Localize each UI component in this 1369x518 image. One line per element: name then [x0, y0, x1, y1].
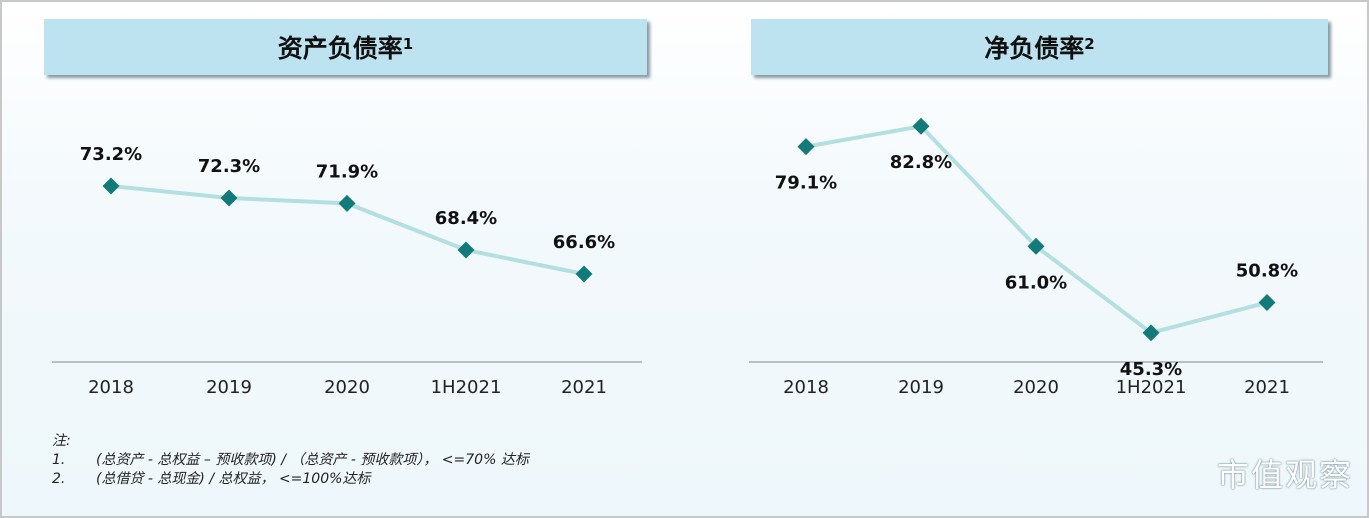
series-line — [805, 124, 1268, 335]
data-label: 66.6% — [553, 232, 615, 253]
chart-2: 79.1% 2018 82.8% 2019 61.0% 2020 45.3%1H2021 50… — [749, 117, 1323, 398]
data-label: 50.8% — [1236, 261, 1298, 282]
chart-1-title: 资产负债率 1 — [44, 19, 647, 75]
data-label: 82.8% — [890, 152, 952, 173]
x-tick-label: 2019 — [898, 377, 944, 398]
data-point-marker — [338, 194, 356, 212]
x-tick-label: 1H2021 — [431, 377, 502, 398]
data-point-marker — [102, 177, 120, 195]
data-point-marker — [912, 117, 930, 135]
data-label: 45.3% — [1120, 359, 1182, 380]
chart-1-title-footnote: 1 — [402, 35, 414, 53]
chart-2-title-text: 净负债率 — [984, 34, 1085, 63]
data-point-marker — [220, 189, 238, 207]
x-tick-label: 2021 — [1244, 377, 1290, 398]
x-tick-label: 2019 — [206, 377, 252, 398]
note-2: 2. (总借贷 - 总现金) / 总权益， <=100%达标 — [52, 470, 529, 489]
note-2-number: 2. — [52, 471, 66, 487]
notes: 注: 1. (总资产 - 总权益 – 预收款项) / （总资产 - 预收款项）， … — [52, 432, 529, 489]
note-1-number: 1. — [52, 452, 66, 468]
data-label: 61.0% — [1005, 272, 1067, 293]
chart-1: 73.2% 2018 72.3% 2019 71.9% 2020 68.4% 1H2021 66… — [52, 144, 642, 398]
data-label: 71.9% — [316, 161, 378, 182]
chart-2-title: 净负债率 2 — [751, 19, 1328, 75]
data-label: 72.3% — [198, 156, 260, 177]
x-tick-label: 2018 — [88, 377, 134, 398]
note-1: 1. (总资产 - 总权益 – 预收款项) / （总资产 - 预收款项）， <=7… — [52, 451, 529, 470]
x-tick-label: 2020 — [1013, 377, 1059, 398]
chart-2-title-footnote: 2 — [1084, 35, 1095, 53]
notes-heading: 注: — [52, 433, 71, 449]
data-point-marker — [457, 241, 475, 259]
x-tick-label: 2021 — [561, 377, 607, 398]
data-label: 68.4% — [435, 208, 497, 229]
x-tick-label: 2018 — [783, 377, 829, 398]
x-tick-label: 2020 — [324, 377, 370, 398]
data-label: 73.2% — [80, 144, 142, 165]
data-label: 79.1% — [775, 173, 837, 194]
x-tick-label: 1H2021 — [1116, 377, 1187, 398]
data-point-marker — [575, 265, 593, 283]
data-point-marker — [1258, 294, 1276, 311]
chart-1-title-text: 资产负债率 — [277, 34, 403, 63]
data-point-marker — [797, 138, 815, 156]
note-2-text: (总借贷 - 总现金) / 总权益， <=100%达标 — [96, 471, 371, 487]
watermark: 市值观察 — [1216, 456, 1353, 494]
note-1-text: (总资产 - 总权益 – 预收款项) / （总资产 - 预收款项）， <=70%… — [96, 452, 529, 468]
